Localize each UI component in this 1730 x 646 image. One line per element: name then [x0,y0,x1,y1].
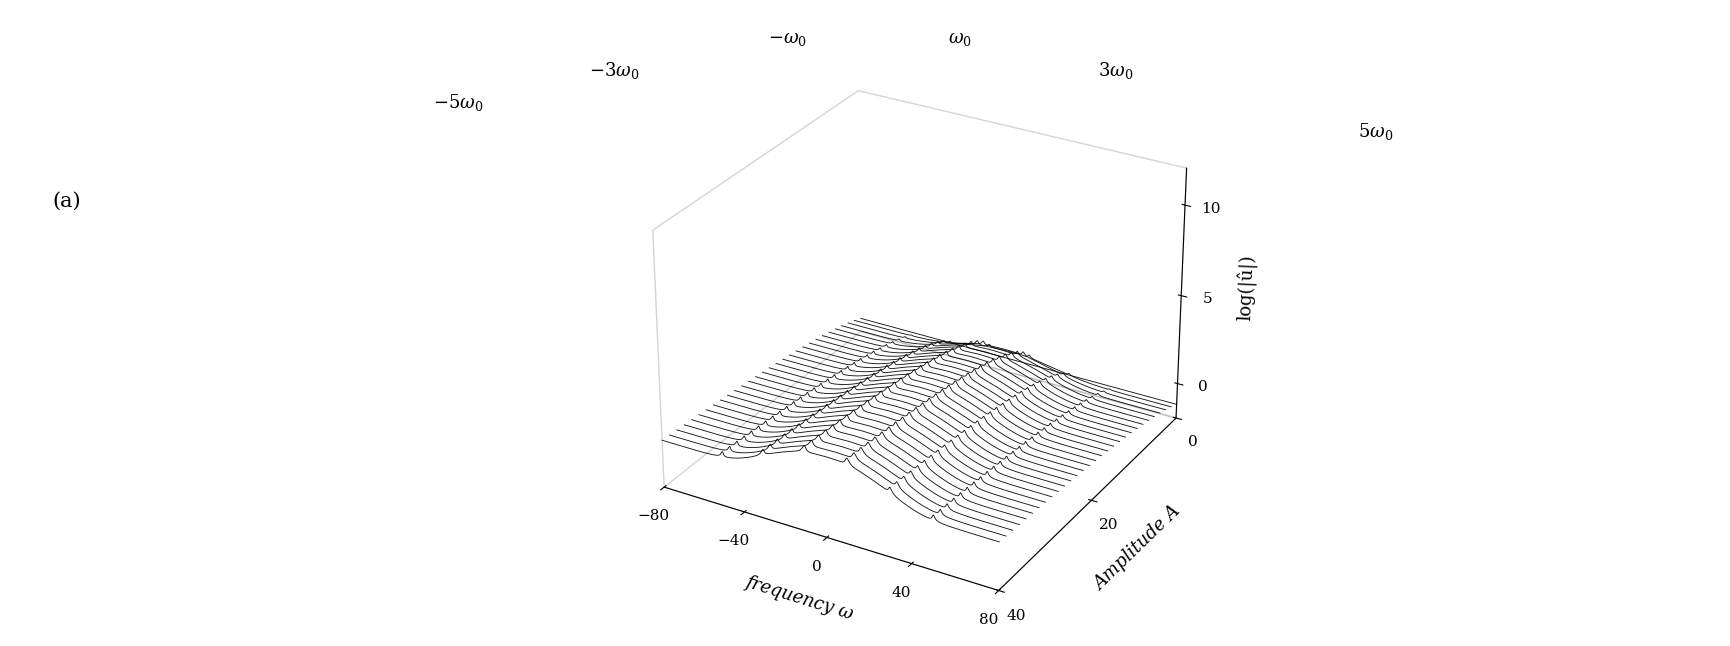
Text: $3\omega_0$: $3\omega_0$ [1099,59,1133,81]
Y-axis label: Amplitude A: Amplitude A [1092,503,1185,594]
Text: $-\omega_0$: $-\omega_0$ [768,30,806,48]
Text: $\omega_0$: $\omega_0$ [948,30,972,48]
X-axis label: frequency ω: frequency ω [742,572,855,623]
Text: $5\omega_0$: $5\omega_0$ [1358,121,1393,142]
Text: $-3\omega_0$: $-3\omega_0$ [588,59,640,81]
Text: $-5\omega_0$: $-5\omega_0$ [432,92,484,113]
Text: (a): (a) [52,192,81,211]
